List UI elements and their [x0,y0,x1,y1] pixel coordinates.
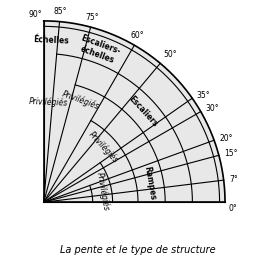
Text: Privilégiés: Privilégiés [28,97,68,108]
Polygon shape [44,21,225,202]
Text: 15°: 15° [224,150,238,158]
Text: Rampes: Rampes [143,166,157,201]
Text: 60°: 60° [130,31,144,40]
Text: Escaliers-
échelles: Escaliers- échelles [76,34,122,66]
Text: Privilégiés: Privilégiés [95,172,111,212]
Text: Privilégiés: Privilégiés [87,130,121,165]
Text: 85°: 85° [53,7,67,16]
Text: 20°: 20° [219,134,233,143]
Text: La pente et le type de structure: La pente et le type de structure [60,245,216,255]
Text: 75°: 75° [85,13,99,22]
Text: 90°: 90° [28,10,42,19]
Text: 0°: 0° [229,204,237,213]
Text: 35°: 35° [197,91,210,100]
Text: Escaliers: Escaliers [127,94,160,128]
Text: Privilégiés: Privilégiés [61,89,101,111]
Text: 30°: 30° [205,104,219,113]
Text: Échelles: Échelles [33,35,69,45]
Text: 7°: 7° [229,175,238,184]
Text: 50°: 50° [164,50,177,59]
